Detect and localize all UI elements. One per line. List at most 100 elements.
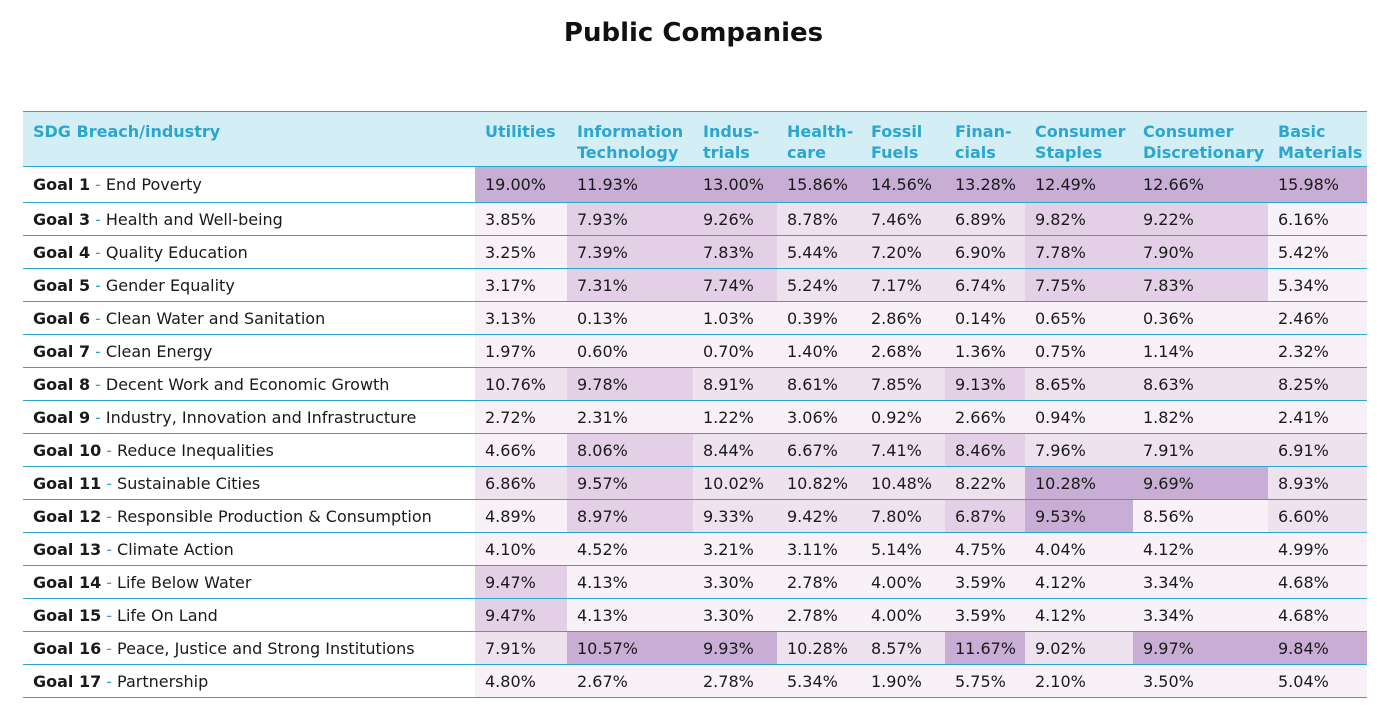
row-label: Goal 9- Industry, Innovation and Infrastr… [23, 400, 475, 434]
table-cell: 10.57% [567, 631, 693, 665]
chart-title: Public Companies [563, 18, 824, 48]
goal-name: Life On Land [117, 605, 218, 625]
table-cell: 9.22% [1133, 202, 1268, 236]
goal-number: Goal 6 [33, 308, 91, 328]
table-cell: 4.10% [475, 532, 567, 566]
table-cell: 5.24% [777, 268, 861, 302]
table-cell: 7.93% [567, 202, 693, 236]
table-row: Goal 3- Health and Well-being 3.85% 7.93% 9.… [23, 202, 1367, 236]
table-cell: 12.49% [1025, 166, 1133, 203]
row-label: Goal 4- Quality Education [23, 235, 475, 269]
table-cell: 1.14% [1133, 334, 1268, 368]
row-label: Goal 1- End Poverty [23, 166, 475, 203]
table-cell: 6.86% [475, 466, 567, 500]
column-header: Fossil Fuels [861, 111, 945, 167]
table-cell: 0.39% [777, 301, 861, 335]
table-cell: 10.76% [475, 367, 567, 401]
table-cell: 4.68% [1268, 565, 1367, 599]
table-cell: 5.75% [945, 664, 1025, 698]
table-cell: 8.65% [1025, 367, 1133, 401]
table-cell: 10.02% [693, 466, 777, 500]
goal-number: Goal 8 [33, 374, 91, 394]
table-cell: 3.30% [693, 598, 777, 632]
row-label: Goal 7- Clean Energy [23, 334, 475, 368]
table-cell: 9.93% [693, 631, 777, 665]
table-cell: 4.99% [1268, 532, 1367, 566]
goal-number: Goal 16 [33, 638, 102, 658]
table-cell: 7.31% [567, 268, 693, 302]
table-cell: 13.28% [945, 166, 1025, 203]
goal-name: Industry, Innovation and Infrastructure [105, 407, 417, 427]
goal-number: Goal 3 [33, 209, 91, 229]
goal-number: Goal 15 [33, 605, 102, 625]
table-cell: 6.16% [1268, 202, 1367, 236]
table-cell: 7.78% [1025, 235, 1133, 269]
table-cell: 3.06% [777, 400, 861, 434]
row-label: Goal 11- Sustainable Cities [23, 466, 475, 500]
table-cell: 6.87% [945, 499, 1025, 533]
table-cell: 0.92% [861, 400, 945, 434]
column-header: Health- care [777, 111, 861, 167]
table-cell: 4.13% [567, 598, 693, 632]
goal-number: Goal 4 [33, 242, 91, 262]
table-cell: 8.93% [1268, 466, 1367, 500]
table-cell: 0.94% [1025, 400, 1133, 434]
table-body: Goal 1- End Poverty 19.00% 11.93% 13.00% 15.8… [23, 166, 1367, 698]
table-cell: 8.97% [567, 499, 693, 533]
goal-number: Goal 7 [33, 341, 91, 361]
table-cell: 8.57% [861, 631, 945, 665]
table-cell: 2.41% [1268, 400, 1367, 434]
table-row: Goal 9- Industry, Innovation and Infrastr… [23, 400, 1367, 434]
goal-name: Sustainable Cities [117, 473, 261, 493]
table-row: Goal 4- Quality Education 3.25% 7.39% 7.83% 5… [23, 235, 1367, 269]
goal-name: Peace, Justice and Strong Institutions [117, 638, 415, 658]
table-cell: 6.90% [945, 235, 1025, 269]
table-cell: 4.04% [1025, 532, 1133, 566]
table-cell: 2.31% [567, 400, 693, 434]
table-cell: 3.21% [693, 532, 777, 566]
column-header: Basic Materials [1268, 111, 1367, 167]
table-cell: 15.98% [1268, 166, 1367, 203]
table-cell: 3.50% [1133, 664, 1268, 698]
goal-name: Gender Equality [105, 275, 235, 295]
table-cell: 1.22% [693, 400, 777, 434]
row-label: Goal 15- Life On Land [23, 598, 475, 632]
table-cell: 5.44% [777, 235, 861, 269]
table-cell: 5.42% [1268, 235, 1367, 269]
table-cell: 8.63% [1133, 367, 1268, 401]
table-cell: 9.53% [1025, 499, 1133, 533]
table-cell: 2.78% [777, 598, 861, 632]
table-cell: 4.75% [945, 532, 1025, 566]
table-cell: 7.17% [861, 268, 945, 302]
table-cell: 0.13% [567, 301, 693, 335]
row-label: Goal 6- Clean Water and Sanitation [23, 301, 475, 335]
goal-number: Goal 17 [33, 671, 102, 691]
table-cell: 0.14% [945, 301, 1025, 335]
table-cell: 10.82% [777, 466, 861, 500]
table-header-row: SDG Breach/industry Utilities Information… [23, 111, 1367, 167]
table-cell: 13.00% [693, 166, 777, 203]
table-cell: 4.68% [1268, 598, 1367, 632]
table-cell: 9.26% [693, 202, 777, 236]
table-cell: 7.75% [1025, 268, 1133, 302]
table-cell: 0.75% [1025, 334, 1133, 368]
table-cell: 2.46% [1268, 301, 1367, 335]
table-cell: 9.57% [567, 466, 693, 500]
goal-name: Climate Action [117, 539, 234, 559]
goal-number: Goal 11 [33, 473, 102, 493]
table-cell: 2.10% [1025, 664, 1133, 698]
table-cell: 9.78% [567, 367, 693, 401]
table-cell: 9.42% [777, 499, 861, 533]
goal-name: End Poverty [105, 175, 202, 194]
table-cell: 3.34% [1133, 565, 1268, 599]
table-cell: 9.69% [1133, 466, 1268, 500]
table-cell: 6.91% [1268, 433, 1367, 467]
table-cell: 9.82% [1025, 202, 1133, 236]
goal-number: Goal 13 [33, 539, 102, 559]
table-cell: 9.02% [1025, 631, 1133, 665]
goal-name: Clean Energy [105, 341, 213, 361]
table-row: Goal 6- Clean Water and Sanitation 3.13% 0.… [23, 301, 1367, 335]
table-cell: 7.96% [1025, 433, 1133, 467]
row-label: Goal 3- Health and Well-being [23, 202, 475, 236]
table-cell: 4.13% [567, 565, 693, 599]
